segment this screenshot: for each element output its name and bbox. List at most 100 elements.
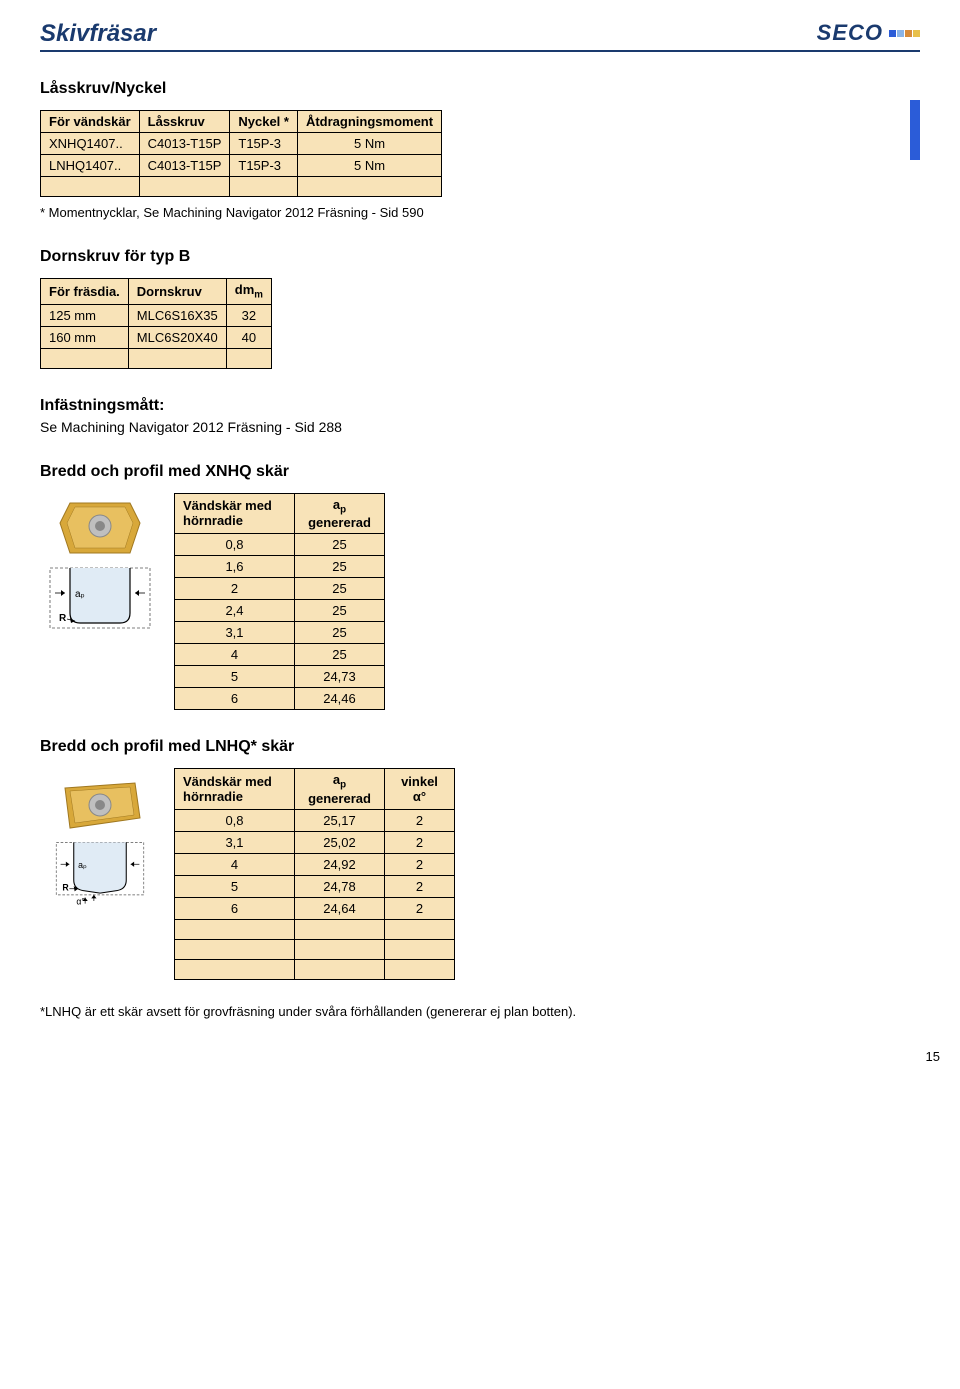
- cell: XNHQ1407..: [41, 133, 140, 155]
- logo: SECO: [817, 20, 920, 46]
- section-lasskruv: Låsskruv/Nyckel För vändskär Låsskruv Ny…: [40, 80, 920, 220]
- table-row: 3,125: [175, 622, 385, 644]
- cell: 25: [295, 644, 385, 666]
- table-row: 160 mm MLC6S20X40 40: [41, 326, 272, 348]
- section1-title: Låsskruv/Nyckel: [40, 80, 920, 98]
- cell: 2: [175, 578, 295, 600]
- th: vinkelα°: [385, 769, 455, 810]
- section-dornskruv: Dornskruv för typ B För fräsdia. Dornskr…: [40, 248, 920, 369]
- cell: T15P-3: [230, 133, 298, 155]
- table-row: 1,625: [175, 556, 385, 578]
- page-number: 15: [40, 1049, 940, 1064]
- section3-title: Infästningsmått:: [40, 397, 920, 415]
- cell: MLC6S20X40: [128, 326, 226, 348]
- cell: 32: [226, 304, 271, 326]
- cell: T15P-3: [230, 155, 298, 177]
- section5-note: *LNHQ är ett skär avsett för grovfräsnin…: [40, 1004, 920, 1019]
- th: Dornskruv: [128, 279, 226, 305]
- cell: 125 mm: [41, 304, 129, 326]
- cell: 0,8: [175, 809, 295, 831]
- cell: 0,8: [175, 534, 295, 556]
- header-divider: [40, 50, 920, 52]
- table-row: 0,825,172: [175, 809, 455, 831]
- table-row-blank: [175, 919, 455, 939]
- cell: 1,6: [175, 556, 295, 578]
- ap-label: aₚ: [75, 589, 85, 600]
- cell: 4: [175, 644, 295, 666]
- cell: 6: [175, 688, 295, 710]
- lnhq-illustration: aₚ R α°: [40, 768, 160, 908]
- cell: 25: [295, 622, 385, 644]
- cell: 24,46: [295, 688, 385, 710]
- section-xnhq: Bredd och profil med XNHQ skär aₚ R: [40, 463, 920, 711]
- cell: C4013-T15P: [139, 155, 230, 177]
- section2-title: Dornskruv för typ B: [40, 248, 920, 266]
- table-row: XNHQ1407.. C4013-T15P T15P-3 5 Nm: [41, 133, 442, 155]
- cell: 2,4: [175, 600, 295, 622]
- table-row: 225: [175, 578, 385, 600]
- table-row: 624,642: [175, 897, 455, 919]
- cell: 2: [385, 897, 455, 919]
- section1-note: * Momentnycklar, Se Machining Navigator …: [40, 205, 920, 220]
- table-lasskruv: För vändskär Låsskruv Nyckel * Åtdragnin…: [40, 110, 442, 197]
- table-row: 524,782: [175, 875, 455, 897]
- th: För vändskär: [41, 111, 140, 133]
- th: För fräsdia.: [41, 279, 129, 305]
- cell: 24,92: [295, 853, 385, 875]
- ap-label: aₚ: [78, 860, 87, 870]
- table-row-blank: [41, 177, 442, 197]
- cell: 6: [175, 897, 295, 919]
- table-xnhq: Vändskär medhörnradie apgenererad 0,825 …: [174, 493, 385, 711]
- table-row-blank: [175, 959, 455, 979]
- r-label: R: [59, 613, 67, 624]
- table-row-blank: [175, 939, 455, 959]
- table-row: 0,825: [175, 534, 385, 556]
- th: apgenererad: [295, 769, 385, 810]
- cell: 25: [295, 534, 385, 556]
- cell: 25: [295, 578, 385, 600]
- cell: LNHQ1407..: [41, 155, 140, 177]
- th: Vändskär medhörnradie: [175, 769, 295, 810]
- logo-sq-4: [913, 30, 920, 37]
- table-row-blank: [41, 348, 272, 368]
- section5-title: Bredd och profil med LNHQ* skär: [40, 738, 920, 756]
- cell: 160 mm: [41, 326, 129, 348]
- cell: 5 Nm: [297, 133, 441, 155]
- section-infastning: Infästningsmått: Se Machining Navigator …: [40, 397, 920, 435]
- th: dmm: [226, 279, 271, 305]
- table-row: 624,46: [175, 688, 385, 710]
- section3-subtitle: Se Machining Navigator 2012 Fräsning - S…: [40, 419, 920, 435]
- r-label: R: [62, 883, 69, 893]
- profile-diagram: aₚ R α°: [45, 838, 155, 908]
- cell: 2: [385, 831, 455, 853]
- th: Nyckel *: [230, 111, 298, 133]
- cell: 25,17: [295, 809, 385, 831]
- cell: 3,1: [175, 622, 295, 644]
- side-tab: [910, 100, 920, 160]
- cell: 24,64: [295, 897, 385, 919]
- table-lnhq: Vändskär medhörnradie apgenererad vinkel…: [174, 768, 455, 980]
- th: Vändskär medhörnradie: [175, 493, 295, 534]
- cell: 4: [175, 853, 295, 875]
- logo-squares: [889, 30, 920, 37]
- cell: 25: [295, 600, 385, 622]
- table-row: LNHQ1407.. C4013-T15P T15P-3 5 Nm: [41, 155, 442, 177]
- th: Låsskruv: [139, 111, 230, 133]
- logo-sq-2: [897, 30, 904, 37]
- th: Åtdragningsmoment: [297, 111, 441, 133]
- cell: 25,02: [295, 831, 385, 853]
- cell: 2: [385, 853, 455, 875]
- cell: 5 Nm: [297, 155, 441, 177]
- section-lnhq: Bredd och profil med LNHQ* skär aₚ R α°: [40, 738, 920, 1019]
- table-row: 425: [175, 644, 385, 666]
- table-row: 3,125,022: [175, 831, 455, 853]
- cell: 3,1: [175, 831, 295, 853]
- cell: 24,78: [295, 875, 385, 897]
- cell: C4013-T15P: [139, 133, 230, 155]
- logo-text: SECO: [817, 20, 883, 46]
- table-dornskruv: För fräsdia. Dornskruv dmm 125 mm MLC6S1…: [40, 278, 272, 369]
- logo-sq-3: [905, 30, 912, 37]
- xnhq-illustration: aₚ R: [40, 493, 160, 633]
- page-title: Skivfräsar: [40, 20, 156, 48]
- cell: 25: [295, 556, 385, 578]
